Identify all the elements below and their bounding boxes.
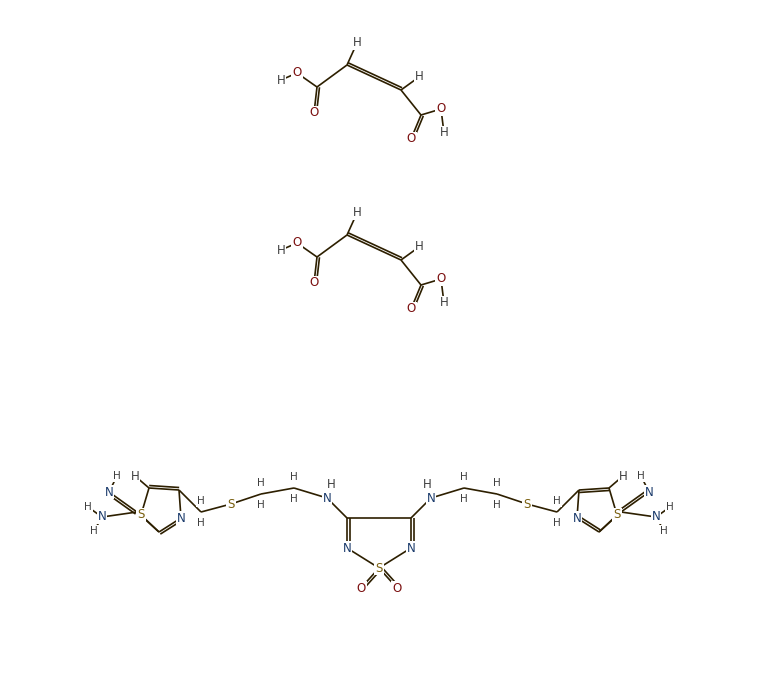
Text: H: H (113, 471, 121, 481)
Text: H: H (637, 471, 645, 481)
Text: O: O (293, 236, 302, 250)
Text: H: H (619, 470, 628, 482)
Text: H: H (493, 500, 501, 510)
Text: H: H (277, 243, 285, 256)
Text: N: N (177, 512, 186, 525)
Text: O: O (309, 277, 318, 290)
Text: S: S (227, 498, 235, 511)
Text: H: H (197, 518, 205, 528)
Text: H: H (666, 502, 674, 512)
Text: N: N (343, 541, 352, 555)
Text: H: H (197, 496, 205, 506)
Text: H: H (327, 477, 335, 491)
Text: H: H (277, 74, 285, 86)
Text: H: H (423, 477, 431, 491)
Text: N: N (652, 511, 660, 523)
Text: H: H (493, 478, 501, 488)
Text: H: H (660, 526, 668, 536)
Text: N: N (323, 491, 331, 505)
Text: N: N (406, 541, 415, 555)
Text: S: S (523, 498, 531, 511)
Text: S: S (613, 509, 621, 521)
Text: O: O (437, 102, 446, 115)
Text: S: S (137, 509, 145, 521)
Text: S: S (375, 562, 383, 575)
Text: N: N (105, 486, 114, 498)
Text: N: N (427, 491, 435, 505)
Text: H: H (440, 126, 449, 140)
Text: N: N (572, 512, 581, 525)
Text: H: H (352, 206, 362, 220)
Text: H: H (130, 470, 139, 482)
Text: O: O (309, 106, 318, 120)
Text: O: O (293, 67, 302, 79)
Text: H: H (440, 297, 449, 309)
Text: H: H (290, 494, 298, 504)
Text: H: H (84, 502, 92, 512)
Text: N: N (98, 511, 106, 523)
Text: O: O (406, 302, 415, 316)
Text: H: H (415, 240, 424, 254)
Text: O: O (393, 582, 402, 594)
Text: H: H (352, 37, 362, 49)
Text: O: O (406, 133, 415, 145)
Text: H: H (257, 500, 265, 510)
Text: H: H (460, 494, 468, 504)
Text: H: H (415, 70, 424, 83)
Text: H: H (553, 496, 561, 506)
Text: N: N (644, 486, 653, 498)
Text: H: H (460, 472, 468, 482)
Text: H: H (553, 518, 561, 528)
Text: H: H (257, 478, 265, 488)
Text: H: H (90, 526, 98, 536)
Text: H: H (290, 472, 298, 482)
Text: O: O (437, 272, 446, 286)
Text: O: O (356, 582, 365, 594)
